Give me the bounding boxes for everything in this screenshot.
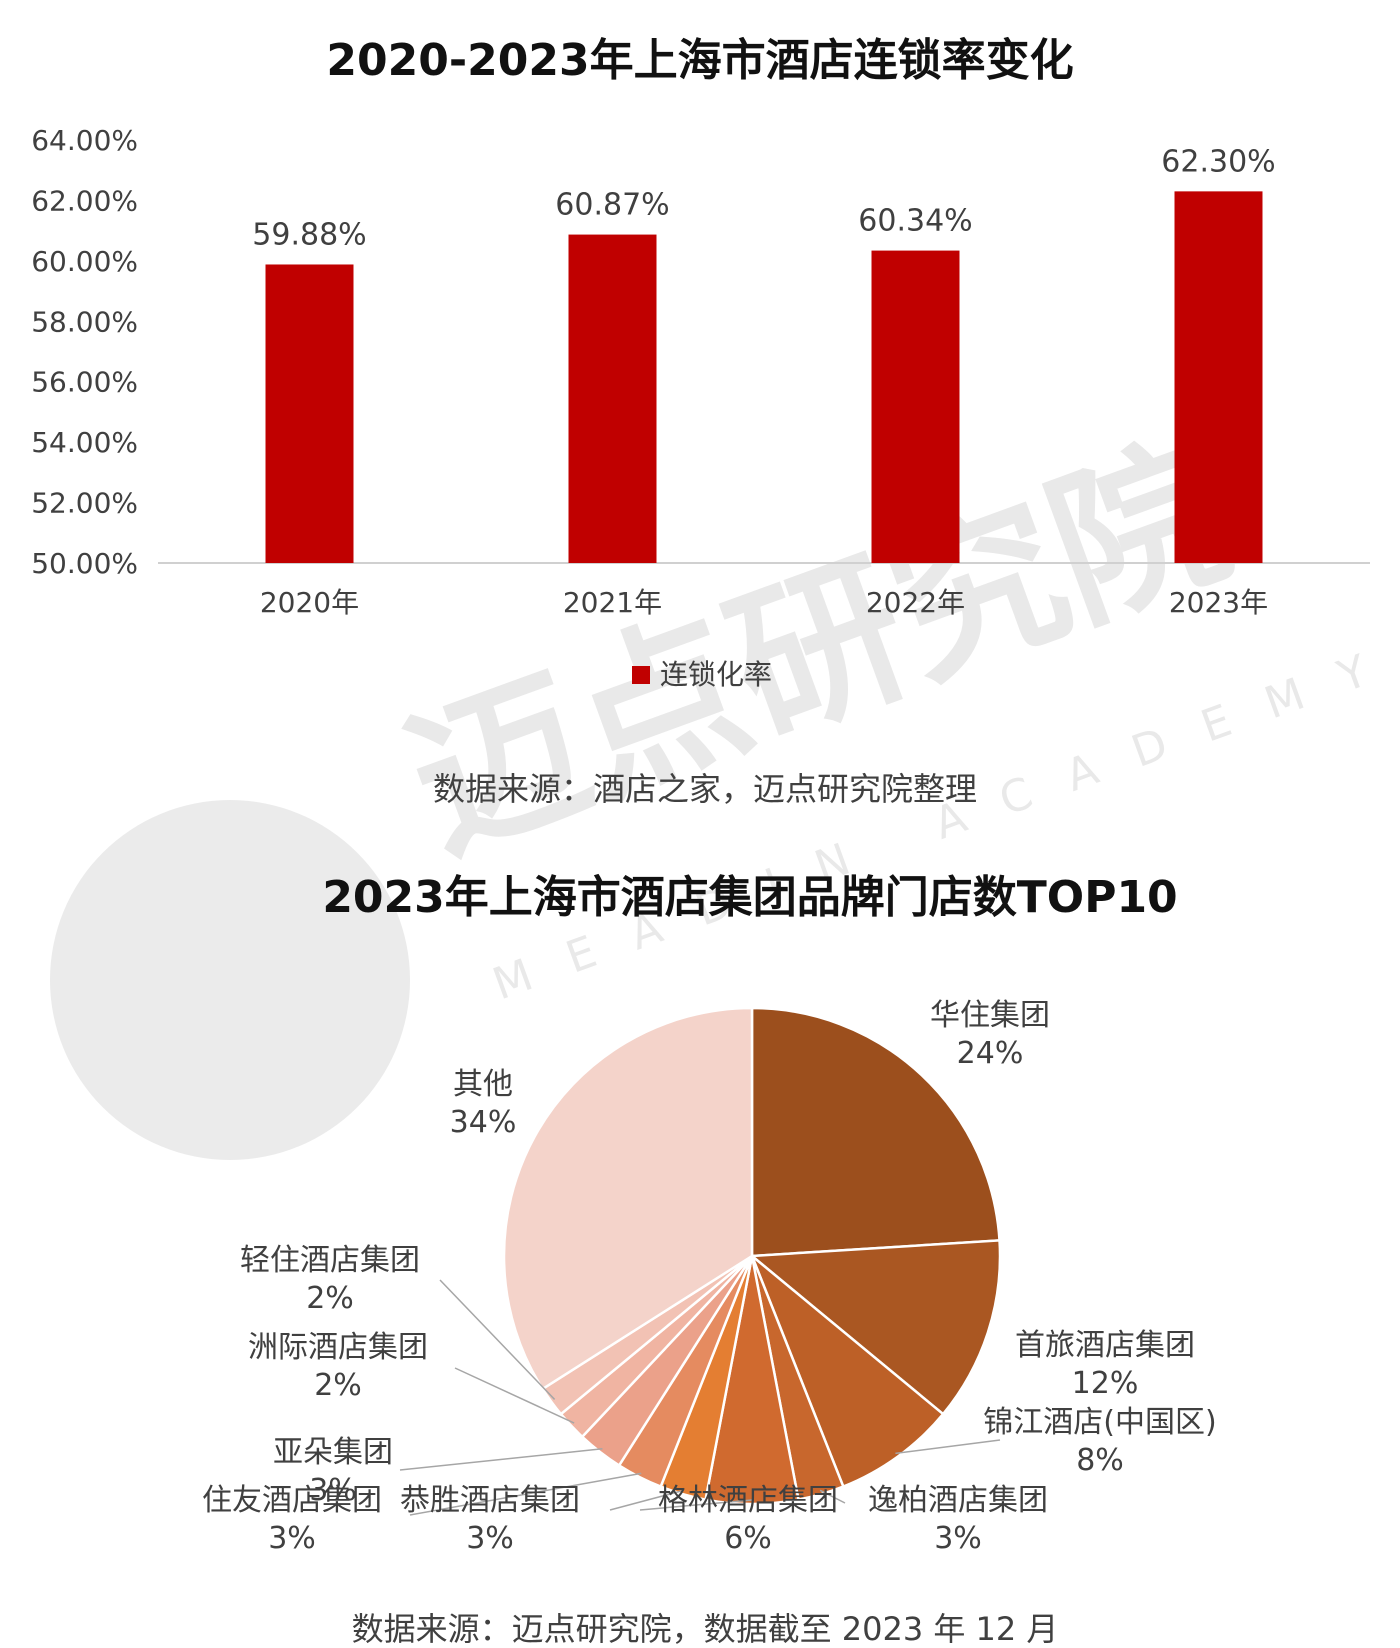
- pie-slice-label: 亚朵集团: [273, 1435, 393, 1470]
- bars: [265, 191, 1263, 563]
- x-axis-labels: 2020年 2021年 2022年 2023年: [260, 586, 1268, 619]
- y-tick-label: 64.00%: [31, 124, 138, 157]
- pie-labels: 华住集团24%首旅酒店集团12%锦江酒店(中国区)8%逸柏酒店集团3%格林酒店集…: [202, 998, 1217, 1556]
- pie-slice-percent: 34%: [450, 1105, 517, 1140]
- y-tick-label: 60.00%: [31, 245, 138, 278]
- bar: [1174, 191, 1263, 563]
- pie-slice: [750, 1255, 945, 1489]
- pie-slice: [502, 1006, 754, 1391]
- bar-chart-title: 2020-2023年上海市酒店连锁率变化: [326, 35, 1073, 86]
- x-tick-label: 2023年: [1169, 586, 1268, 619]
- pie-slice-percent: 3%: [934, 1521, 982, 1556]
- pie-chart-source: 数据来源：迈点研究院，数据截至 2023 年 12 月: [352, 1610, 1059, 1648]
- pie-slice-label: 其他: [453, 1067, 513, 1102]
- pie-slice-label: 华住集团: [930, 998, 1050, 1033]
- pie-slices: [502, 1006, 1002, 1506]
- pie-slice-percent: 2%: [314, 1368, 362, 1403]
- pie-slice-percent: 6%: [724, 1521, 772, 1556]
- bar-chart-source: 数据来源：酒店之家，迈点研究院整理: [433, 770, 977, 808]
- y-tick-label: 58.00%: [31, 305, 138, 338]
- pie-slice-percent: 2%: [306, 1281, 354, 1316]
- pie-slice-percent: 8%: [1076, 1443, 1124, 1478]
- pie-leader-line: [399, 1448, 603, 1471]
- legend: 连锁化率: [632, 658, 772, 691]
- pie-slice-label: 锦江酒店(中国区): [983, 1405, 1216, 1440]
- legend-label: 连锁化率: [660, 658, 772, 691]
- pie-slice-label: 逸柏酒店集团: [868, 1483, 1048, 1518]
- bar-data-label: 60.87%: [555, 188, 669, 223]
- pie-slice-label: 恭胜酒店集团: [400, 1483, 580, 1518]
- pie-slice-percent: 3%: [268, 1521, 316, 1556]
- pie-slice: [750, 1006, 1001, 1258]
- x-tick-label: 2020年: [260, 586, 359, 619]
- x-tick-label: 2021年: [563, 586, 662, 619]
- pie-leader-line: [409, 1472, 642, 1516]
- pie-leader-line: [454, 1367, 575, 1424]
- bar-chart: 2020-2023年上海市酒店连锁率变化 50.00%52.00%54.00%5…: [31, 35, 1370, 808]
- bar-data-label: 62.30%: [1161, 144, 1275, 179]
- legend-swatch: [632, 666, 650, 684]
- pie-slice-label: 洲际酒店集团: [248, 1330, 428, 1365]
- pie-leader-lines: [399, 1279, 1001, 1516]
- pie-slice-label: 轻住酒店集团: [240, 1243, 420, 1278]
- pie-chart-title: 2023年上海市酒店集团品牌门店数TOP10: [322, 872, 1177, 923]
- pie-slice-percent: 3%: [309, 1473, 357, 1508]
- pie-slice-percent: 12%: [1072, 1366, 1139, 1401]
- pie-slice-percent: 3%: [466, 1521, 514, 1556]
- bar: [871, 250, 960, 563]
- pie-leader-line: [819, 1489, 846, 1504]
- y-tick-label: 62.00%: [31, 184, 138, 217]
- pie-slice-label: 格林酒店集团: [658, 1483, 838, 1518]
- pie-leader-line: [439, 1279, 556, 1400]
- y-tick-label: 54.00%: [31, 426, 138, 459]
- y-tick-label: 52.00%: [31, 487, 138, 520]
- pie-slice-percent: 24%: [957, 1036, 1024, 1071]
- pie-leader-line: [895, 1439, 1001, 1455]
- pie-leader-line: [639, 1499, 753, 1511]
- bar-data-labels: 59.88% 60.87% 60.34% 62.30%: [252, 144, 1275, 252]
- pie-leader-line: [609, 1489, 685, 1511]
- bar: [568, 234, 657, 563]
- pie-slice-label: 住友酒店集团: [202, 1483, 382, 1518]
- pie-slice-label: 首旅酒店集团: [1015, 1328, 1195, 1363]
- watermark-text: 迈点研究院: [386, 412, 1252, 889]
- bar: [265, 264, 354, 563]
- watermark-logo-circle: [50, 800, 410, 1160]
- y-tick-label: 50.00%: [31, 547, 138, 580]
- y-tick-label: 56.00%: [31, 366, 138, 399]
- y-axis-ticks: 50.00% 52.00% 54.00% 56.00% 58.00% 60.00% 62.0…: [31, 124, 138, 580]
- bar-data-label: 59.88%: [252, 217, 366, 252]
- bar-data-label: 60.34%: [858, 204, 972, 239]
- pie-slice: [748, 1239, 1002, 1416]
- x-tick-label: 2022年: [866, 586, 965, 619]
